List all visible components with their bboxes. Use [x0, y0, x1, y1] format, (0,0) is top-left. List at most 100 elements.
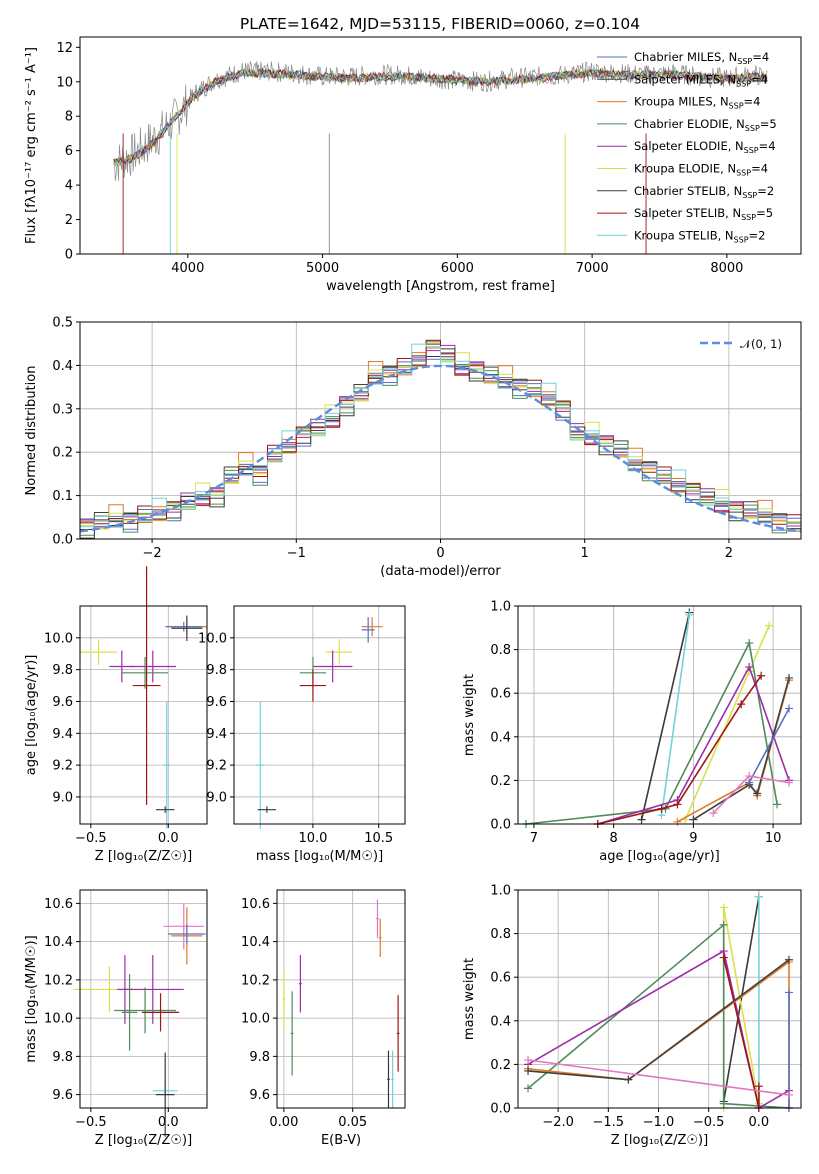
- mass-weight-point: [637, 815, 646, 824]
- plot-frame: [517, 889, 802, 1109]
- mass-weight-line: [722, 957, 760, 1109]
- y-tick-label: 10.4: [44, 935, 73, 950]
- legend-sub: SSP: [744, 146, 759, 155]
- legend-sub: SSP: [742, 191, 757, 200]
- mass-weight-point: [754, 892, 763, 901]
- x-tick-label: 10.5: [364, 831, 393, 846]
- legend-sub: SSP: [741, 213, 756, 222]
- x-axis-label: Z [log₁₀(Z/Z☉)]: [611, 1133, 708, 1148]
- mass-weight-line: [527, 1059, 790, 1096]
- legend-label: Kroupa STELIB, NSSP=2: [634, 228, 765, 244]
- x-axis-label: Z [log₁₀(Z/Z☉)]: [95, 1133, 192, 1148]
- mass-weight-point: [673, 800, 682, 809]
- mass-weight-line: [660, 614, 691, 816]
- y-tick-label: 0.4: [52, 359, 73, 374]
- y-axis-label: age [log₁₀(age/yr)]: [24, 655, 39, 776]
- y-tick-label: 9.6: [249, 1088, 270, 1103]
- normal-reference-curve: [79, 364, 802, 533]
- mass-weight-line: [684, 625, 770, 820]
- x-tick-label: 10.0: [298, 831, 327, 846]
- x-axis-label: Z [log₁₀(Z/Z☉)]: [95, 849, 192, 864]
- x-tick-label: −1.0: [643, 1115, 675, 1130]
- mass-weight-line: [527, 923, 790, 1109]
- mass-weight-line: [597, 675, 762, 825]
- y-tick-label: 0.0: [490, 818, 511, 833]
- mass-vs-metallicity-panel: −0.5 0.0 9.6 9.8 10.0 10.2 10.4 10.6 Z [log₁₀(Z/…: [24, 889, 208, 1148]
- y-axis-label: mass [log₁₀(M/M☉)]: [24, 935, 39, 1062]
- x-tick-label: −2.0: [542, 1115, 574, 1130]
- mass-weight-point: [685, 610, 694, 619]
- y-tick-label: 10: [56, 75, 73, 90]
- y-tick-label: 4: [65, 179, 73, 194]
- x-tick-label: 8000: [710, 261, 743, 276]
- legend-value: =2: [749, 228, 766, 242]
- plot-frame: [79, 36, 802, 255]
- y-tick-label: 9.2: [206, 759, 227, 774]
- mass-weight-point: [689, 815, 698, 824]
- y-tick-label: 0.8: [490, 927, 511, 942]
- y-tick-label: 0.2: [52, 446, 73, 461]
- x-axis-label: wavelength [Angstrom, rest frame]: [326, 279, 555, 294]
- x-tick-label: −1: [287, 546, 306, 561]
- x-tick-label: 0.05: [338, 1115, 367, 1130]
- y-tick-label: 0.6: [490, 687, 511, 702]
- legend-value: =2: [757, 184, 774, 198]
- x-tick-label: 4000: [171, 261, 204, 276]
- spectrum-panel: 4000 5000 6000 7000 8000 0 2 4 6 8 10 12 wavelength …: [24, 36, 802, 294]
- y-tick-label: 9.4: [206, 727, 227, 742]
- mass-weight-point: [657, 804, 666, 813]
- legend-sub: SSP: [745, 124, 760, 133]
- y-tick-label: 0.4: [490, 730, 511, 745]
- mass-weight-point: [784, 1090, 793, 1099]
- mass-weight-line: [597, 665, 790, 825]
- x-tick-label: 0.00: [269, 1115, 298, 1130]
- x-tick-label: 8: [610, 831, 618, 846]
- spectrum-model-line: [113, 68, 768, 164]
- y-tick-label: 0.8: [490, 643, 511, 658]
- y-tick-label: 0.2: [490, 774, 511, 789]
- legend-label: Chabrier STELIB, NSSP=2: [634, 184, 774, 200]
- y-tick-label: 9.8: [249, 1050, 270, 1065]
- mass-weight-line: [525, 640, 778, 825]
- mass-weight-point: [745, 663, 754, 672]
- x-tick-label: 6000: [441, 261, 474, 276]
- mass-weight-point: [524, 1084, 533, 1093]
- x-tick-label: −0.5: [75, 831, 107, 846]
- y-tick-label: 10.4: [241, 935, 270, 950]
- mass-weight-point: [773, 800, 782, 809]
- age-vs-mass-panel: 10.0 10.5 9.0 9.2 9.4 9.6 9.8 10.0 mass [log₁₀(M…: [198, 605, 406, 864]
- mass-weight-vs-age-panel: 7 8 9 10 0.0 0.2 0.4 0.6 0.8 1.0 age [log₁₀(age/yr…: [462, 600, 802, 864]
- y-tick-label: 9.8: [206, 663, 227, 678]
- mass-weight-point: [709, 809, 718, 818]
- x-tick-label: 0.0: [749, 1115, 770, 1130]
- y-tick-label: 10.6: [44, 897, 73, 912]
- spectrum-model-line: [113, 68, 768, 167]
- x-tick-label: 9: [689, 831, 697, 846]
- x-tick-label: −1.5: [593, 1115, 625, 1130]
- y-tick-label: 0.6: [490, 971, 511, 986]
- y-axis-label: mass weight: [462, 674, 477, 756]
- x-tick-label: 0.0: [158, 831, 179, 846]
- plot-frame: [79, 889, 208, 1109]
- legend-sub: SSP: [729, 102, 744, 111]
- plot-frame: [233, 605, 406, 825]
- plot-frame: [517, 605, 802, 825]
- y-tick-label: 10.0: [44, 1012, 73, 1027]
- y-tick-label: 0.1: [52, 489, 73, 504]
- mass-weight-point: [757, 671, 766, 680]
- y-tick-label: 0.2: [490, 1058, 511, 1073]
- mass-weight-point: [737, 700, 746, 709]
- y-tick-label: 9.6: [206, 695, 227, 710]
- mass-weight-point: [624, 1075, 633, 1084]
- mass-weight-line: [748, 708, 790, 783]
- mass-weight-point: [745, 639, 754, 648]
- legend-sub: SSP: [736, 79, 751, 88]
- x-tick-label: 7000: [576, 261, 609, 276]
- legend-value: =4: [752, 50, 769, 64]
- y-tick-label: 10.0: [44, 631, 73, 646]
- mass-weight-point: [785, 673, 794, 682]
- legend-label: Chabrier MILES, NSSP=4: [634, 50, 769, 66]
- y-tick-label: 1.0: [490, 884, 511, 899]
- mass-weight-point: [784, 955, 793, 964]
